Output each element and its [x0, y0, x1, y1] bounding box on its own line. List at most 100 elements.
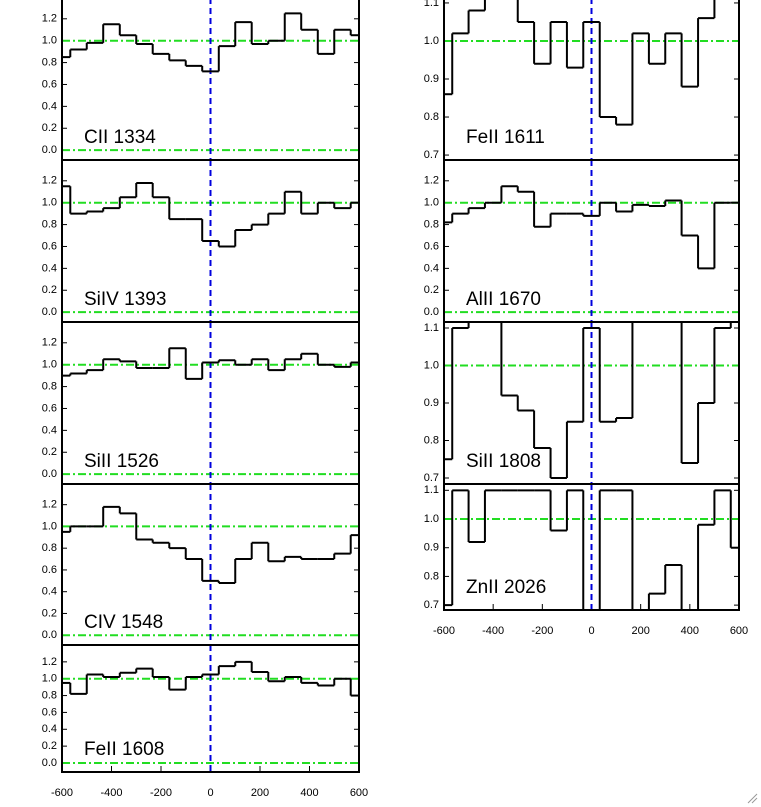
y-tick-label: 0.2 [42, 607, 57, 619]
spectrum [444, 489, 739, 610]
y-tick-label: 0.2 [42, 740, 57, 752]
panel: 0.7 0.8 0.9 1.0 1.1 FeII 1611 [424, 0, 740, 161]
y-tick-label: 0.7 [424, 472, 439, 484]
y-tick-label: 1.1 [424, 484, 439, 496]
y-tick-label: 0.0 [424, 306, 439, 318]
y-tick-label: 0.6 [42, 78, 57, 90]
y-tick-label: 0.6 [42, 564, 57, 576]
line-label: SiII 1808 [466, 451, 541, 472]
y-tick-label: 0.7 [424, 149, 439, 161]
spectrum [444, 185, 739, 270]
y-tick-label: 1.2 [42, 499, 57, 511]
y-tick-label: 0.4 [42, 723, 57, 735]
x-tick-label: 400 [300, 787, 318, 799]
y-tick-label: 0.8 [424, 570, 439, 582]
spectrum [62, 181, 359, 248]
resize-grip [747, 793, 758, 804]
panel: 0.0 0.2 0.4 0.6 0.8 1.0 1.2 SiIV 1393 [42, 159, 360, 323]
frame [443, 483, 740, 611]
step-connector [451, 322, 732, 478]
y-tick-label: 1.0 [42, 35, 57, 47]
y-tick-label: 1.0 [424, 513, 439, 525]
panel: 0.7 0.8 0.9 1.0 1.1 SiII 1808 [424, 321, 740, 485]
y-tick-label: 0.8 [424, 111, 439, 123]
y-tick-label: 0.6 [424, 240, 439, 252]
x-tick-label: -600 [433, 625, 455, 637]
y-tick-label: 1.0 [42, 673, 57, 685]
step-connector [69, 661, 352, 696]
y-tick-label: 0.0 [42, 757, 57, 769]
step-connector [69, 182, 352, 247]
y-tick-label: 0.8 [42, 56, 57, 68]
panel: 0.7 0.8 0.9 1.0 1.1 -600 -400 -200 0 200 400 600 ZnI… [424, 483, 748, 637]
y-tick-label: 1.0 [424, 35, 439, 47]
step-connector [451, 0, 716, 125]
step-connector [69, 13, 352, 72]
y-tick-label: 1.1 [424, 0, 439, 9]
y-tick-label: 0.4 [42, 424, 57, 436]
x-tick-label: -400 [482, 625, 504, 637]
y-tick-label: 0.9 [424, 73, 439, 85]
y-tick-label: 1.2 [42, 656, 57, 668]
y-tick-label: 1.0 [42, 197, 57, 209]
spectrum [444, 0, 716, 126]
frame [61, 644, 360, 773]
line-label: CII 1334 [84, 127, 156, 148]
y-tick-label: 0.9 [424, 542, 439, 554]
y-tick-label: 1.2 [424, 175, 439, 187]
x-tick-label: 200 [251, 787, 269, 799]
y-tick-label: 1.1 [424, 322, 439, 334]
y-tick-label: 0.0 [42, 629, 57, 641]
step-connector [69, 348, 352, 379]
spectrum [62, 660, 359, 697]
y-tick-label: 0.2 [42, 122, 57, 134]
spectrum [62, 505, 359, 584]
spectrum [62, 347, 359, 380]
step-connector [451, 490, 732, 610]
y-tick-label: 0.6 [42, 402, 57, 414]
y-tick-label: 0.9 [424, 397, 439, 409]
step-connector [451, 186, 716, 269]
y-tick-label: 0.4 [424, 262, 439, 274]
y-tick-label: 0.8 [42, 380, 57, 392]
x-tick-label: 600 [350, 787, 368, 799]
y-tick-label: 1.0 [42, 359, 57, 371]
y-tick-label: 1.0 [424, 359, 439, 371]
y-tick-label: 0.8 [42, 218, 57, 230]
line-label: FeII 1608 [84, 739, 164, 760]
y-tick-label: 1.2 [42, 337, 57, 349]
step-connector [69, 506, 352, 583]
x-tick-label: 600 [730, 625, 748, 637]
spectrum [444, 322, 732, 479]
line-label: SiIV 1393 [84, 289, 166, 310]
line-label: AlII 1670 [466, 289, 541, 310]
panel: 0.0 0.2 0.4 0.6 0.8 1.0 1.2 -600 -400 -200 0 200 400… [42, 644, 368, 799]
y-tick-label: 0.7 [424, 599, 439, 611]
spectrum [62, 12, 359, 73]
y-tick-label: 0.8 [42, 542, 57, 554]
y-tick-label: 0.2 [424, 284, 439, 296]
y-tick-label: 0.4 [42, 586, 57, 598]
x-tick-label: -400 [100, 787, 122, 799]
y-tick-label: 1.2 [42, 175, 57, 187]
y-tick-label: 0.4 [42, 100, 57, 112]
x-tick-label: -600 [51, 787, 73, 799]
y-tick-label: 0.6 [42, 706, 57, 718]
x-tick-label: 400 [681, 625, 699, 637]
line-label: SiII 1526 [84, 451, 159, 472]
line-label: ZnII 2026 [466, 577, 546, 598]
y-tick-label: 0.0 [42, 144, 57, 156]
y-tick-label: 0.2 [42, 446, 57, 458]
x-tick-label: 200 [631, 625, 649, 637]
x-tick-label: 0 [588, 625, 594, 637]
y-tick-label: 1.0 [424, 197, 439, 209]
panel: 0.0 0.2 0.4 0.6 0.8 1.0 1.2 SiII 1526 [42, 321, 360, 485]
y-tick-label: 0.0 [42, 468, 57, 480]
panel: 0.0 0.2 0.4 0.6 0.8 1.0 1.2 CII 1334 [42, 0, 360, 161]
panel: 0.0 0.2 0.4 0.6 0.8 1.0 1.2 AlII 1670 [424, 159, 740, 323]
line-label: CIV 1548 [84, 612, 163, 633]
x-tick-label: -200 [150, 787, 172, 799]
y-tick-label: 0.4 [42, 262, 57, 274]
y-tick-label: 0.8 [424, 434, 439, 446]
